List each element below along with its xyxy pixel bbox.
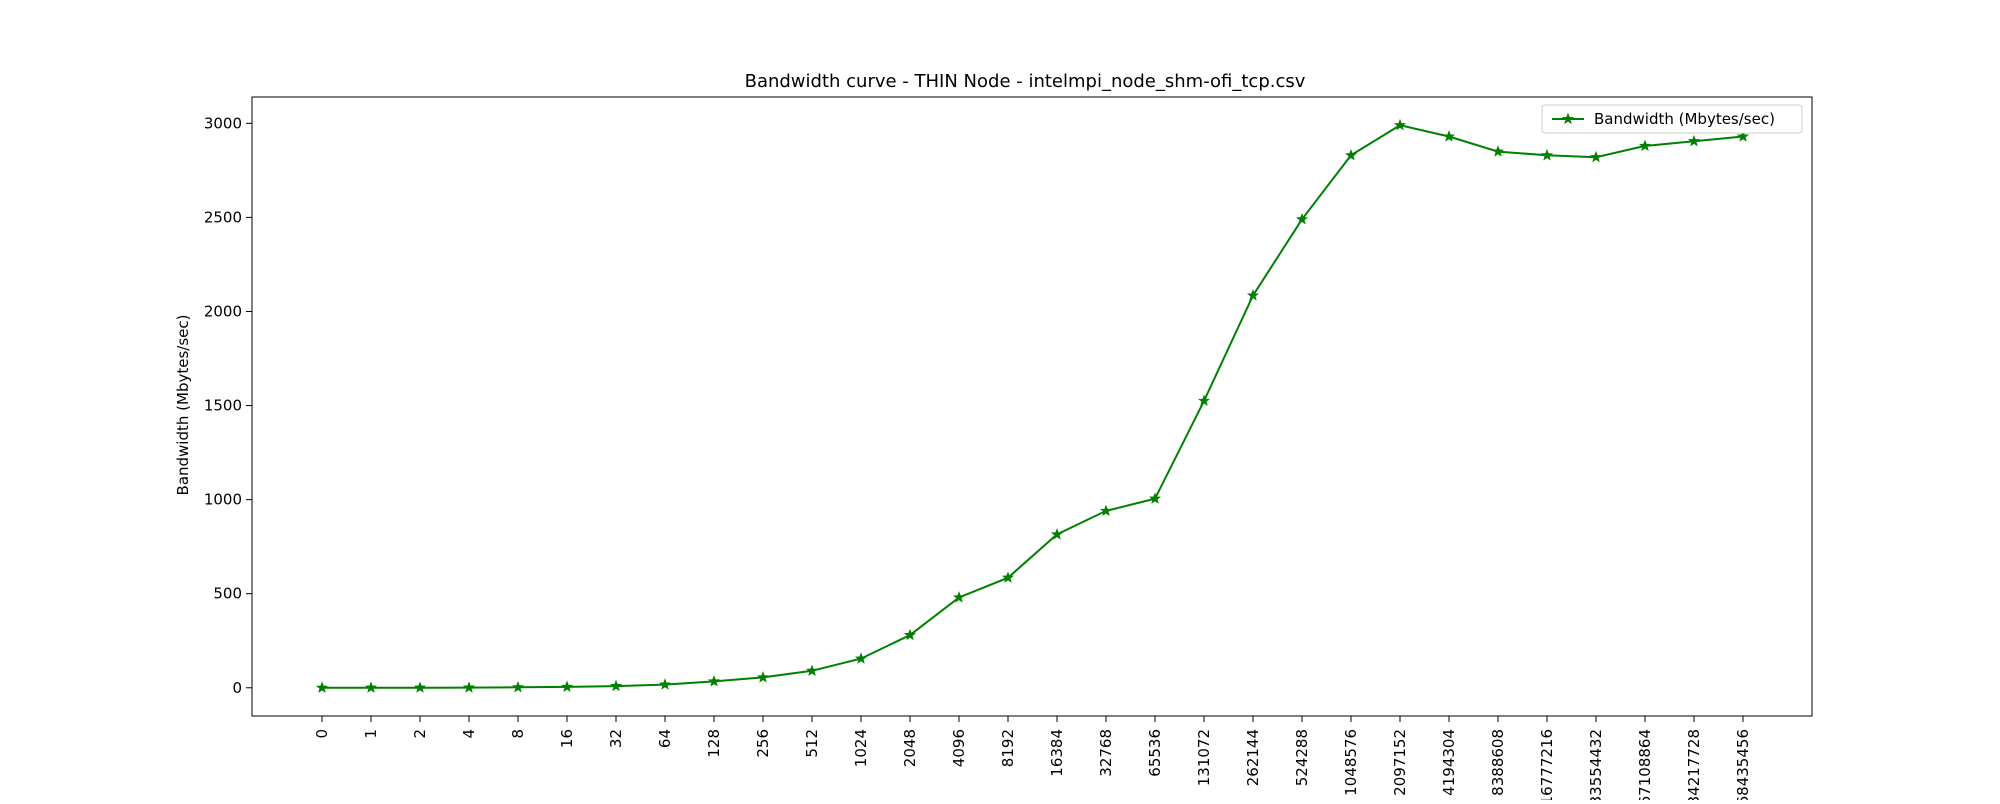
x-tick-label: 32768 — [1097, 729, 1115, 777]
legend-label: Bandwidth (Mbytes/sec) — [1594, 110, 1775, 128]
data-point — [415, 682, 425, 692]
x-tick-label: 0 — [313, 729, 331, 739]
x-tick-label: 256 — [754, 729, 772, 758]
data-point — [856, 653, 866, 663]
data-point — [1444, 131, 1454, 141]
x-tick-label: 8192 — [999, 729, 1017, 767]
y-tick-label: 0 — [232, 679, 242, 697]
x-tick-label: 16777216 — [1538, 729, 1556, 800]
x-tick-label: 1048576 — [1342, 729, 1360, 796]
plot-area: 0 500 1000 1500 2000 2500 3000 0 1 2 4 8 16 32 64 128 25… — [204, 97, 1812, 800]
data-point — [1150, 493, 1160, 503]
data-point — [513, 682, 523, 692]
data-point — [1101, 505, 1111, 515]
x-tick-label: 8 — [509, 729, 527, 739]
x-tick-label: 1024 — [852, 729, 870, 767]
y-tick-label: 2000 — [204, 302, 242, 320]
x-tick-label: 2097152 — [1391, 729, 1409, 796]
plot-frame — [252, 97, 1812, 716]
x-tick-label: 134217728 — [1685, 729, 1703, 800]
data-point — [1542, 150, 1552, 160]
data-point — [1493, 146, 1503, 156]
data-point — [317, 682, 327, 692]
x-tick-label: 4096 — [950, 729, 968, 767]
x-tick-label: 524288 — [1293, 729, 1311, 786]
data-point — [709, 676, 719, 686]
data-point — [1689, 136, 1699, 146]
x-tick-label: 4194304 — [1440, 729, 1458, 796]
x-tick-label: 268435456 — [1734, 729, 1752, 800]
data-point — [562, 681, 572, 691]
x-tick-label: 67108864 — [1636, 729, 1654, 800]
data-point — [366, 682, 376, 692]
chart-title: Bandwidth curve - THIN Node - intelmpi_n… — [745, 71, 1306, 92]
data-point — [1591, 152, 1601, 162]
x-tick-label: 262144 — [1244, 729, 1262, 786]
series-line — [322, 125, 1743, 688]
x-tick-label: 131072 — [1195, 729, 1213, 786]
y-tick-label: 1000 — [204, 491, 242, 509]
x-tick-label: 1 — [362, 729, 380, 739]
x-tick-label: 33554432 — [1587, 729, 1605, 800]
x-tick-label: 16 — [558, 729, 576, 748]
x-tick-label: 128 — [705, 729, 723, 758]
y-tick-label: 500 — [213, 585, 242, 603]
data-point — [758, 672, 768, 682]
x-tick-label: 64 — [656, 729, 674, 748]
data-point — [1640, 140, 1650, 150]
x-tick-label: 2048 — [901, 729, 919, 767]
data-point — [611, 681, 621, 691]
x-tick-label: 32 — [607, 729, 625, 748]
y-tick-label: 2500 — [204, 208, 242, 226]
x-tick-label: 2 — [411, 729, 429, 739]
y-tick-label: 1500 — [204, 397, 242, 415]
legend: Bandwidth (Mbytes/sec) — [1542, 105, 1802, 133]
data-point — [464, 682, 474, 692]
x-tick-label: 4 — [460, 729, 478, 739]
data-point — [1346, 150, 1356, 160]
x-tick-label: 16384 — [1048, 729, 1066, 777]
x-tick-label: 512 — [803, 729, 821, 758]
x-tick-label: 65536 — [1146, 729, 1164, 777]
x-tick-label: 8388608 — [1489, 729, 1507, 796]
data-point — [807, 665, 817, 675]
data-point — [1199, 395, 1209, 405]
data-point — [660, 679, 670, 689]
y-tick-label: 3000 — [204, 114, 242, 132]
y-axis-label: Bandwidth (Mbytes/sec) — [174, 315, 192, 496]
